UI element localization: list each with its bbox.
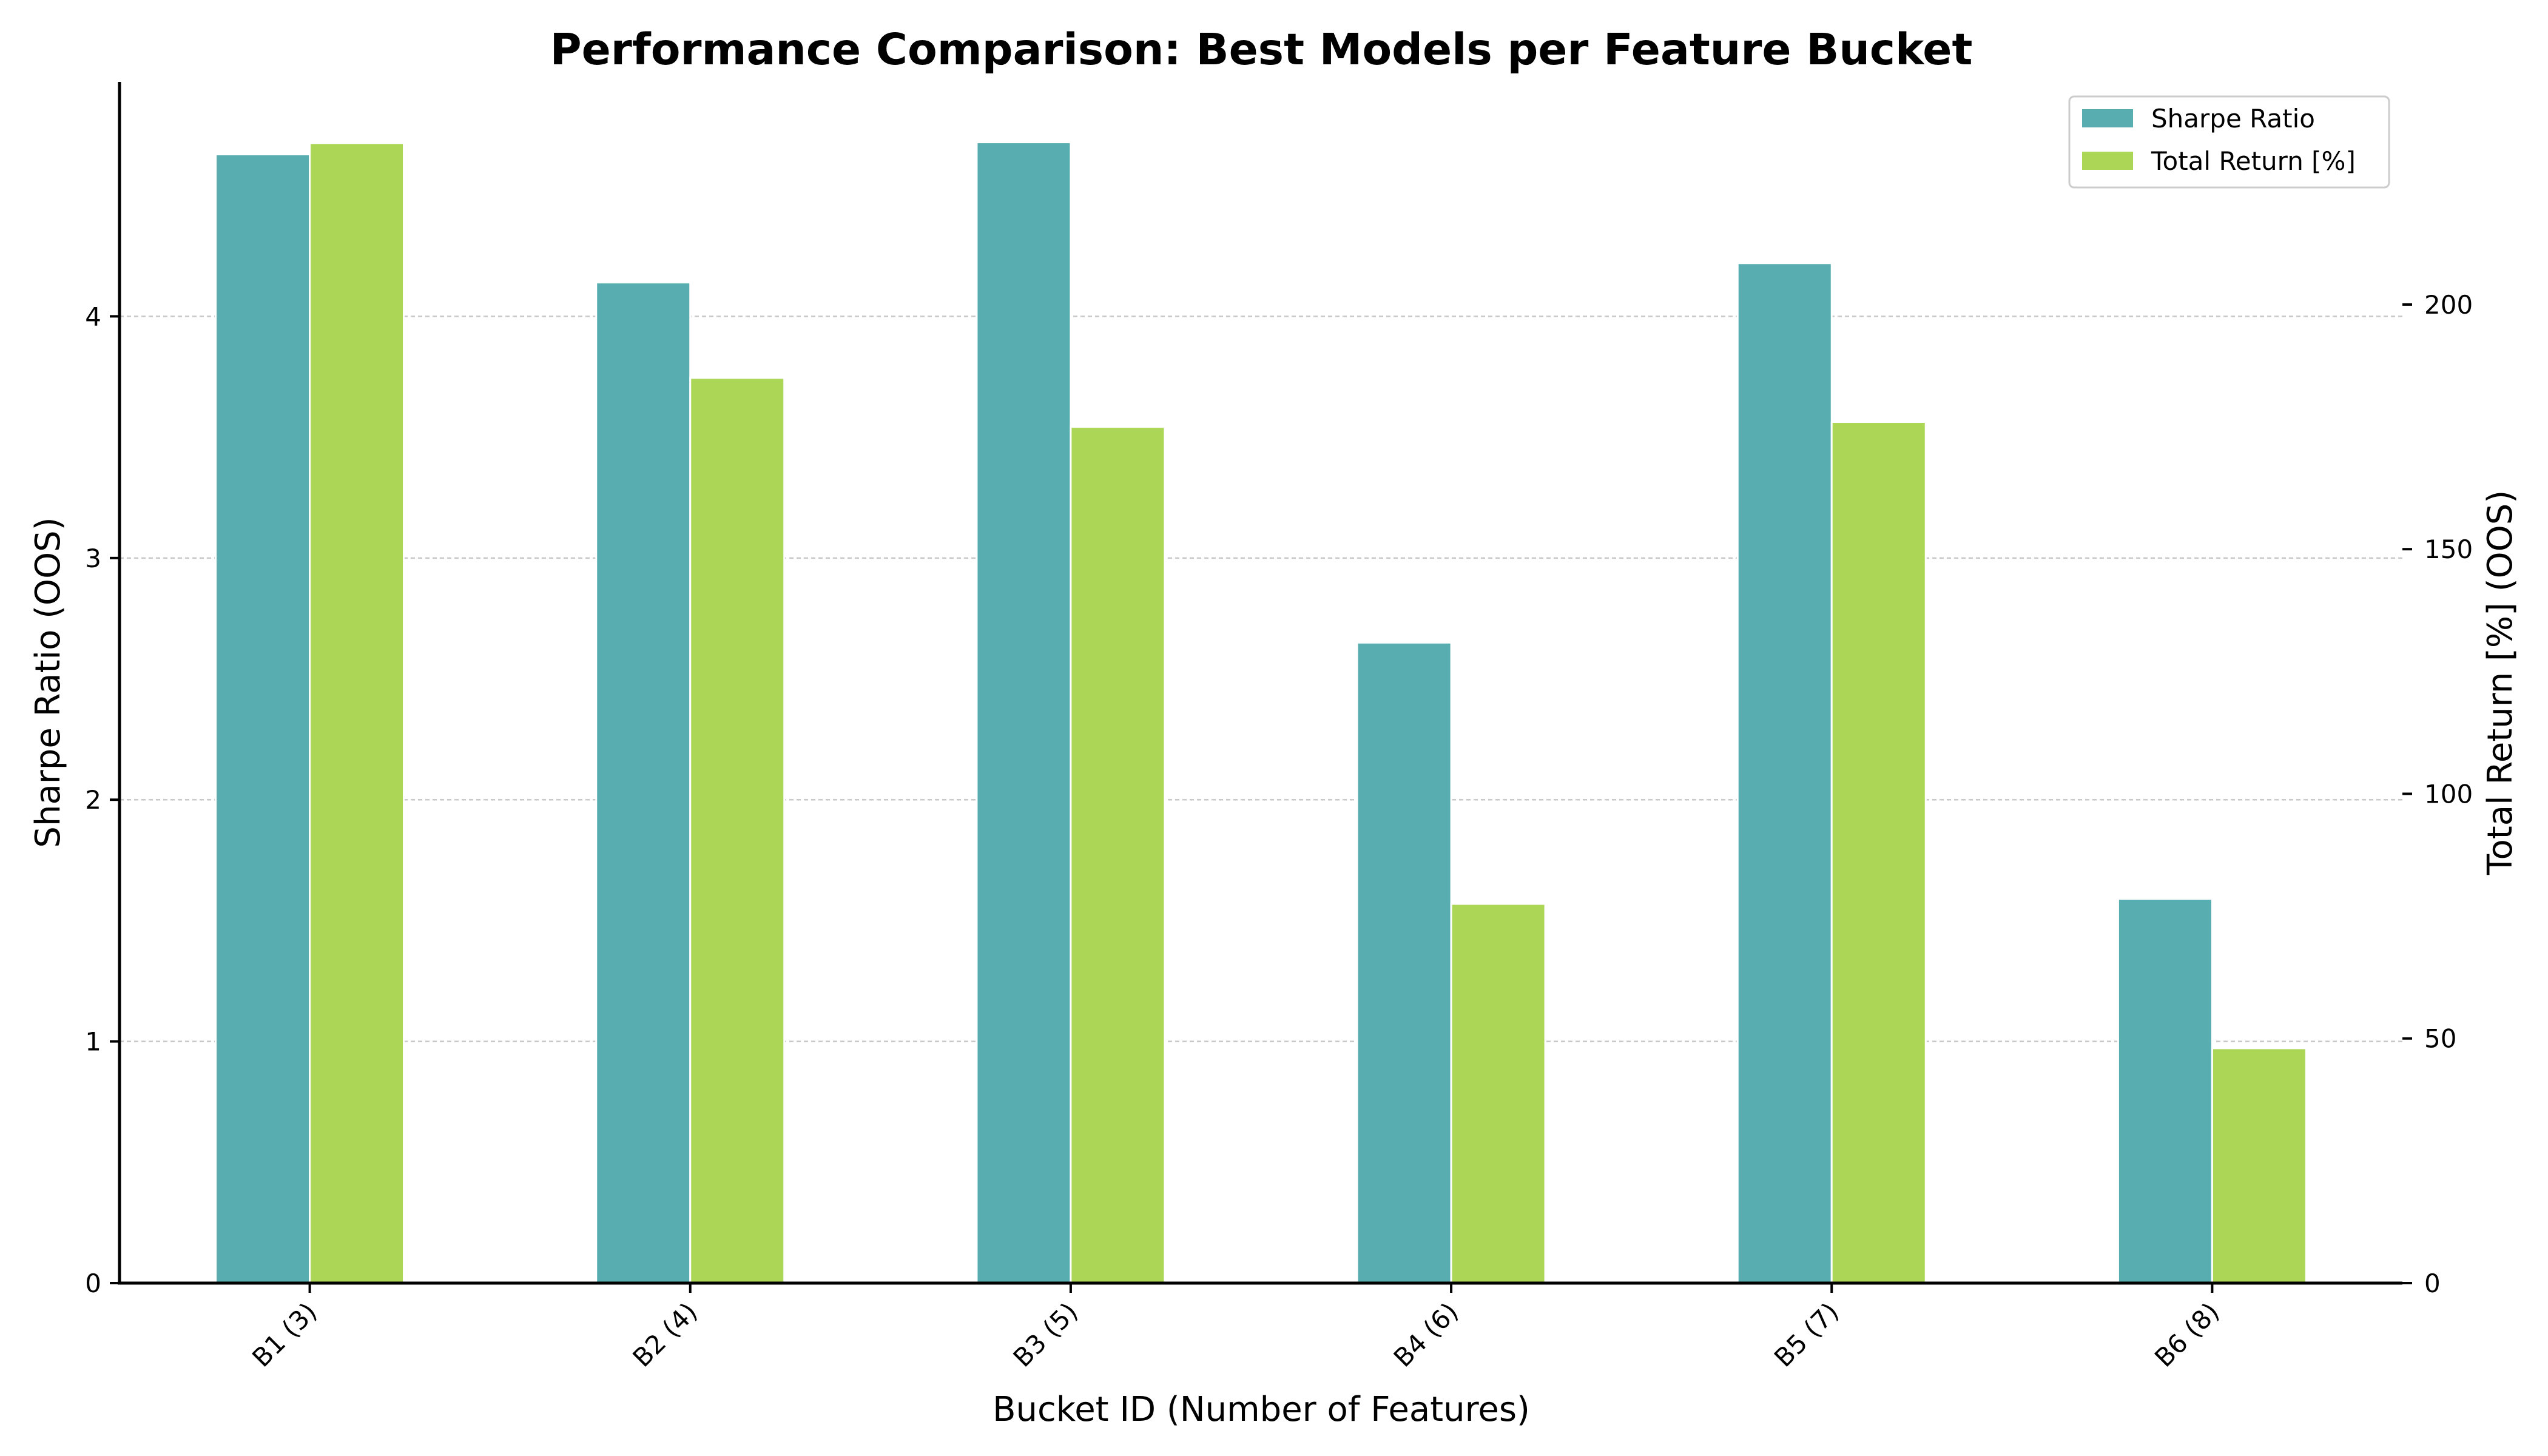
legend-label-sharpe: Sharpe Ratio (2151, 104, 2315, 133)
gridlines (120, 315, 2402, 1042)
y-right-tick-label: 150 (2424, 534, 2473, 564)
legend-label-total-return: Total Return [%] (2151, 146, 2356, 176)
x-tick-label: B3 (5) (1008, 1296, 1084, 1372)
bar-total-return (309, 142, 405, 1284)
bar-sharpe-ratio (1736, 262, 1833, 1284)
x-tick-label: B4 (6) (1388, 1296, 1464, 1372)
bar-sharpe-ratio (2117, 898, 2213, 1284)
y-left-tick-label: 3 (85, 544, 101, 573)
bar-sharpe-ratio (976, 141, 1072, 1284)
y-right-tick-label: 100 (2424, 779, 2473, 809)
legend-swatch-total-return (2082, 152, 2133, 170)
bar-total-return (2211, 1047, 2307, 1284)
bar-total-return (1830, 421, 1927, 1284)
bar-sharpe-ratio (1356, 641, 1452, 1284)
legend-swatch-sharpe (2082, 109, 2133, 127)
x-tick-label: B6 (8) (2149, 1296, 2225, 1372)
x-tick-label: B2 (4) (627, 1296, 703, 1372)
axes: B1 (3) B2 (4) B3 (5) B4 (6) B5 (7) B6 (8) 0 1 2 3… (85, 82, 2473, 1373)
bar-sharpe-ratio (595, 281, 692, 1284)
chart-title: Performance Comparison: Best Models per … (550, 24, 1973, 75)
legend: Sharpe Ratio Total Return [%] (2068, 95, 2390, 189)
x-tick-label: B5 (7) (1768, 1296, 1844, 1372)
bar-sharpe-ratio (215, 153, 311, 1284)
x-tick-label: B1 (3) (246, 1296, 322, 1372)
bars (215, 141, 2307, 1284)
y-right-tick-label: 0 (2424, 1269, 2441, 1298)
y-left-tick-label: 4 (85, 302, 101, 331)
y-left-tick-label: 1 (85, 1027, 101, 1057)
y-axis-left-label: Sharpe Ratio (OOS) (29, 517, 68, 848)
x-axis-label: Bucket ID (Number of Features) (993, 1390, 1530, 1429)
y-left-tick-label: 2 (85, 785, 101, 815)
legend-box (2068, 95, 2390, 189)
bar-total-return (1070, 426, 1166, 1284)
bar-total-return (1450, 903, 1546, 1284)
y-right-tick-label: 200 (2424, 290, 2473, 320)
y-left-tick-label: 0 (85, 1269, 101, 1298)
bar-total-return (689, 377, 786, 1284)
y-right-tick-label: 50 (2424, 1024, 2456, 1054)
y-axis-right-label: Total Return [%] (OOS) (2481, 490, 2520, 875)
